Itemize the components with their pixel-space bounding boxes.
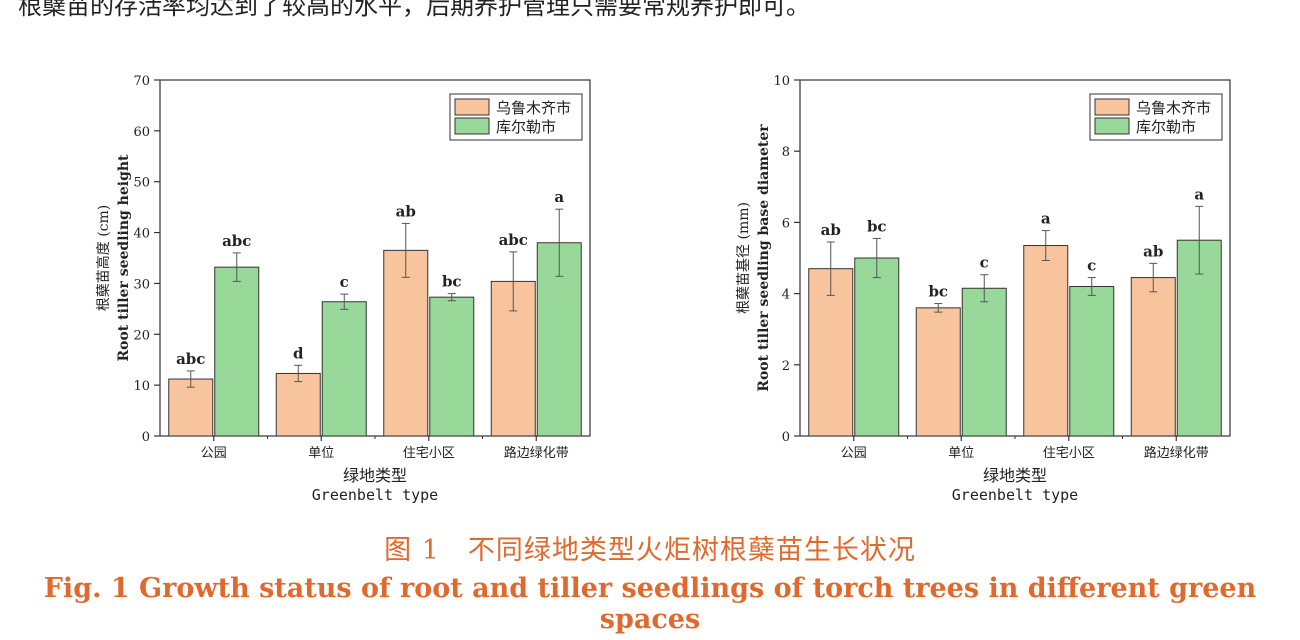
significance-label: c bbox=[340, 273, 349, 291]
significance-label: a bbox=[1041, 210, 1051, 228]
bar bbox=[1069, 285, 1115, 437]
bar bbox=[961, 287, 1007, 437]
y-tick-label: 2 bbox=[782, 359, 790, 374]
significance-label: ab bbox=[396, 202, 416, 220]
y-tick-label: 6 bbox=[782, 216, 790, 231]
legend-swatch bbox=[1094, 117, 1130, 135]
x-tick-label: 单位 bbox=[308, 446, 334, 461]
x-tick-label: 公园 bbox=[841, 446, 867, 461]
y-axis-title: 根蘖苗高度 (cm) bbox=[95, 205, 112, 312]
significance-label: abc bbox=[176, 350, 205, 368]
significance-label: a bbox=[1194, 185, 1204, 203]
bar bbox=[275, 372, 321, 437]
legend-label: 乌鲁木齐市 bbox=[1136, 99, 1211, 117]
bar bbox=[854, 257, 900, 437]
bar bbox=[808, 268, 854, 437]
bar bbox=[429, 296, 475, 437]
x-axis-title: 绿地类型 bbox=[983, 466, 1047, 485]
x-tick-label: 路边绿化带 bbox=[504, 445, 569, 461]
top-paragraph-text: 根蘖苗的存活率均达到了较高的水平，后期养护管理只需要常规养护即可。 bbox=[18, 0, 810, 20]
significance-label: bc bbox=[928, 283, 948, 301]
legend-swatch bbox=[1094, 98, 1130, 116]
y-axis-title: 根蘖苗基径 (mm) bbox=[735, 202, 752, 314]
y-tick-label: 0 bbox=[782, 430, 790, 445]
significance-label: bc bbox=[867, 217, 887, 235]
bar bbox=[321, 301, 367, 437]
chart-base-diameter: 0 2 4 6 8 10 公园 单位 住宅小区 路边绿化带 ab bc a ab bc c c a 乌鲁木齐市 库尔勒… bbox=[660, 60, 1280, 520]
legend-label: 库尔勒市 bbox=[496, 118, 556, 136]
y-tick-label: 0 bbox=[142, 430, 150, 445]
x-tick-label: 路边绿化带 bbox=[1144, 445, 1209, 461]
bar bbox=[1023, 245, 1069, 437]
legend-swatch bbox=[454, 98, 490, 116]
y-tick-label: 60 bbox=[133, 125, 150, 140]
y-tick-label: 50 bbox=[133, 176, 150, 191]
chart-seedling-height: 0 10 20 30 40 50 60 70 公园 单位 住宅小区 路边绿化带 abc d ab abc abc… bbox=[20, 60, 640, 520]
significance-label: d bbox=[293, 344, 304, 362]
significance-label: c bbox=[980, 254, 989, 272]
x-tick-label: 单位 bbox=[948, 446, 974, 461]
x-tick-label: 住宅小区 bbox=[1043, 446, 1095, 461]
significance-label: ab bbox=[1143, 242, 1163, 260]
x-axis-title-en: Greenbelt type bbox=[952, 486, 1078, 504]
significance-label: a bbox=[554, 188, 564, 206]
bar bbox=[214, 266, 260, 437]
figure-caption-en: Fig. 1 Growth status of root and tiller … bbox=[43, 573, 1257, 635]
significance-label: abc bbox=[222, 232, 251, 250]
y-tick-label: 10 bbox=[133, 379, 150, 394]
y-tick-label: 20 bbox=[133, 328, 150, 343]
significance-label: ab bbox=[821, 221, 841, 239]
y-axis-title-en: Root tiller seedling base diameter bbox=[756, 124, 772, 392]
significance-label: bc bbox=[442, 273, 462, 291]
y-tick-label: 30 bbox=[133, 277, 150, 292]
y-tick-label: 40 bbox=[133, 227, 150, 242]
significance-label: abc bbox=[499, 231, 528, 249]
x-tick-label: 住宅小区 bbox=[403, 446, 455, 461]
legend-label: 库尔勒市 bbox=[1136, 118, 1196, 136]
figure-caption-cn: 图 1 不同绿地类型火炬树根蘖苗生长状况 bbox=[384, 535, 916, 566]
legend-label: 乌鲁木齐市 bbox=[496, 99, 571, 117]
bar bbox=[383, 249, 429, 437]
y-tick-label: 10 bbox=[773, 74, 790, 89]
y-axis-title-en: Root tiller seedling height bbox=[116, 154, 132, 362]
significance-label: c bbox=[1087, 257, 1096, 275]
bar bbox=[915, 307, 961, 437]
x-tick-label: 公园 bbox=[201, 446, 227, 461]
y-tick-label: 8 bbox=[782, 145, 790, 160]
x-axis-title-en: Greenbelt type bbox=[312, 486, 438, 504]
legend-swatch bbox=[454, 117, 490, 135]
x-axis-title: 绿地类型 bbox=[343, 466, 407, 485]
y-tick-label: 70 bbox=[133, 74, 150, 89]
y-tick-label: 4 bbox=[782, 288, 790, 303]
bar bbox=[1130, 277, 1176, 437]
chart-svg: 0 2 4 6 8 10 公园 单位 住宅小区 路边绿化带 ab bc a ab bc c c a 乌鲁木齐市库尔勒… bbox=[735, 74, 1231, 504]
